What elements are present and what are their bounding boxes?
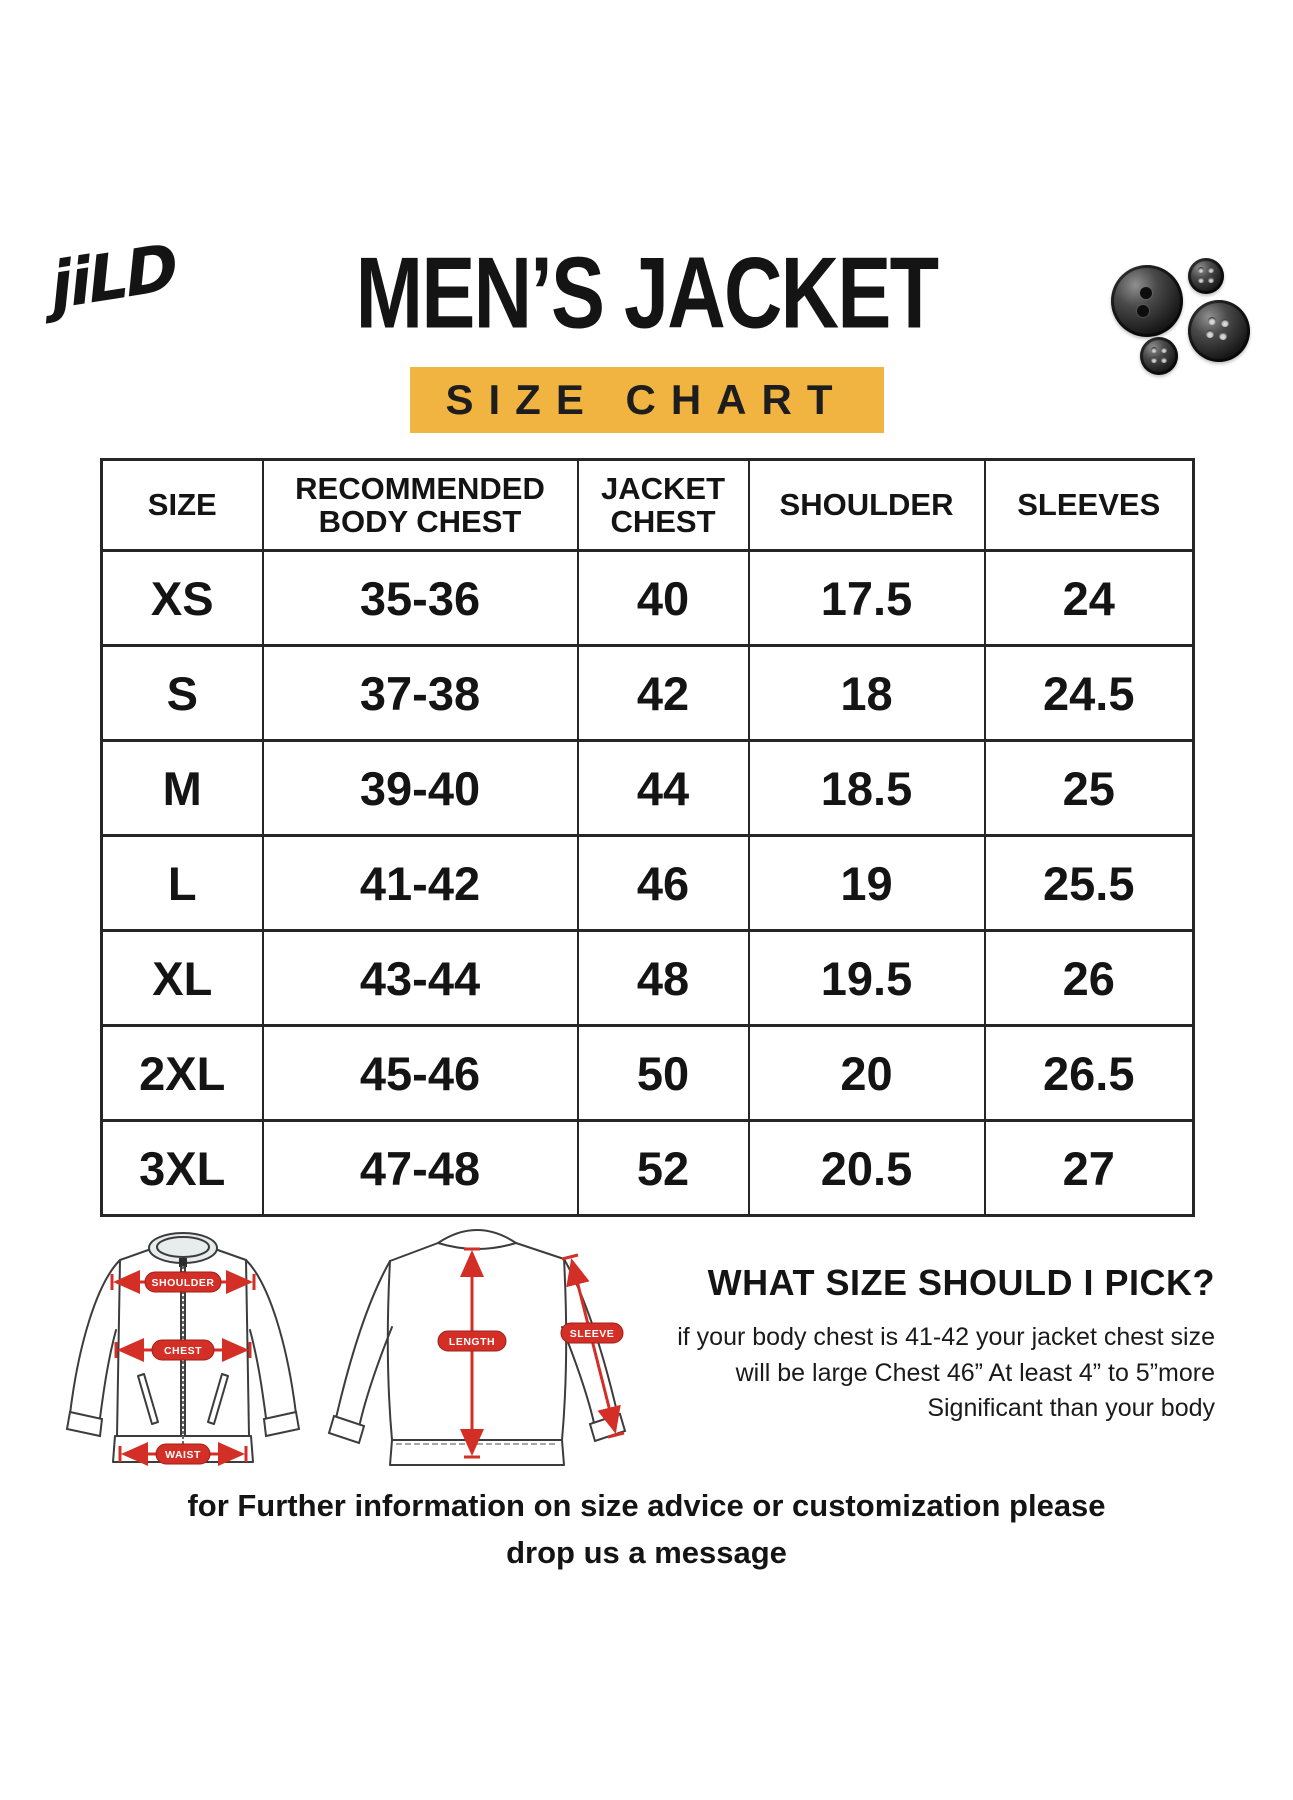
table-row: XL 43-44 48 19.5 26	[100, 929, 1195, 1027]
cell-body-chest: 37-38	[261, 644, 579, 742]
cell-jacket-chest: 42	[576, 644, 750, 742]
cell-shoulder: 19.5	[747, 929, 986, 1027]
cell-jacket-chest: 50	[576, 1024, 750, 1122]
jacket-buttons-photo	[1100, 248, 1275, 383]
table-row: 2XL 45-46 50 20 26.5	[100, 1024, 1195, 1122]
size-table: SIZE RECOMMENDED BODY CHEST JACKET CHEST…	[100, 458, 1195, 1217]
measure-label-shoulder: SHOULDER	[152, 1277, 215, 1289]
cell-shoulder: 18.5	[747, 739, 986, 837]
footer-line: for Further information on size advice o…	[187, 1488, 1106, 1523]
cell-body-chest: 41-42	[261, 834, 579, 932]
col-header-body-chest: RECOMMENDED BODY CHEST	[261, 458, 579, 552]
cell-jacket-chest: 48	[576, 929, 750, 1027]
cell-shoulder: 20.5	[747, 1119, 986, 1217]
cell-jacket-chest: 44	[576, 739, 750, 837]
cell-size: M	[100, 739, 264, 837]
size-guide-line: if your body chest is 41-42 your jacket …	[677, 1323, 1215, 1351]
cell-body-chest: 35-36	[261, 549, 579, 647]
table-header-row: SIZE RECOMMENDED BODY CHEST JACKET CHEST…	[100, 458, 1195, 552]
size-guide-heading: WHAT SIZE SHOULD I PICK?	[707, 1262, 1215, 1303]
cell-shoulder: 20	[747, 1024, 986, 1122]
cell-jacket-chest: 46	[576, 834, 750, 932]
footer-note: for Further information on size advice o…	[0, 1483, 1293, 1576]
cell-body-chest: 45-46	[261, 1024, 579, 1122]
measure-label-waist: WAIST	[165, 1449, 201, 1461]
col-header-size: SIZE	[100, 458, 264, 552]
table-row: L 41-42 46 19 25.5	[100, 834, 1195, 932]
cell-sleeves: 26.5	[983, 1024, 1195, 1122]
button-large-left-icon	[1111, 265, 1183, 337]
cell-size: S	[100, 644, 264, 742]
button-small-bottom-icon	[1140, 337, 1178, 375]
footer-line: drop us a message	[506, 1534, 787, 1570]
cell-body-chest: 39-40	[261, 739, 579, 837]
measure-label-chest: CHEST	[164, 1345, 202, 1357]
cell-shoulder: 18	[747, 644, 986, 742]
size-guide-line: will be large Chest 46” At least 4” to 5…	[735, 1358, 1215, 1387]
cell-sleeves: 25.5	[983, 834, 1195, 932]
table-row: S 37-38 42 18 24.5	[100, 644, 1195, 742]
cell-size: 3XL	[100, 1119, 264, 1217]
cell-sleeves: 25	[983, 739, 1195, 837]
col-header-shoulder: SHOULDER	[747, 458, 986, 552]
measure-label-length: LENGTH	[449, 1336, 495, 1348]
col-header-jacket-chest: JACKET CHEST	[576, 458, 750, 552]
table-row: 3XL 47-48 52 20.5 27	[100, 1119, 1195, 1217]
cell-size: XL	[100, 929, 264, 1027]
cell-sleeves: 24.5	[983, 644, 1195, 742]
size-guide: WHAT SIZE SHOULD I PICK? if your body ch…	[555, 1262, 1215, 1427]
size-chart-badge: SIZE CHART	[409, 367, 884, 433]
cell-shoulder: 17.5	[747, 549, 986, 647]
cell-shoulder: 19	[747, 834, 986, 932]
size-guide-line: Significant than your body	[927, 1394, 1215, 1422]
cell-sleeves: 24	[983, 549, 1195, 647]
cell-sleeves: 27	[983, 1119, 1195, 1217]
cell-sleeves: 26	[983, 929, 1195, 1027]
cell-size: L	[100, 834, 264, 932]
table-row: M 39-40 44 18.5 25	[100, 739, 1195, 837]
page-title: MEN’S JACKET	[355, 237, 939, 350]
cell-body-chest: 43-44	[261, 929, 579, 1027]
cell-body-chest: 47-48	[261, 1119, 579, 1217]
cell-jacket-chest: 52	[576, 1119, 750, 1217]
table-row: XS 35-36 40 17.5 24	[100, 549, 1195, 647]
jacket-back-diagram: LENGTH SLEEVE	[327, 1229, 627, 1466]
col-header-sleeves: SLEEVES	[983, 458, 1195, 552]
button-large-right-icon	[1188, 300, 1250, 362]
cell-size: XS	[100, 549, 264, 647]
cell-jacket-chest: 40	[576, 549, 750, 647]
cell-size: 2XL	[100, 1024, 264, 1122]
jacket-front-diagram: SHOULDER CHEST WAIST	[65, 1232, 301, 1466]
measure-label-sleeve: SLEEVE	[570, 1328, 614, 1340]
button-small-top-icon	[1188, 258, 1224, 294]
